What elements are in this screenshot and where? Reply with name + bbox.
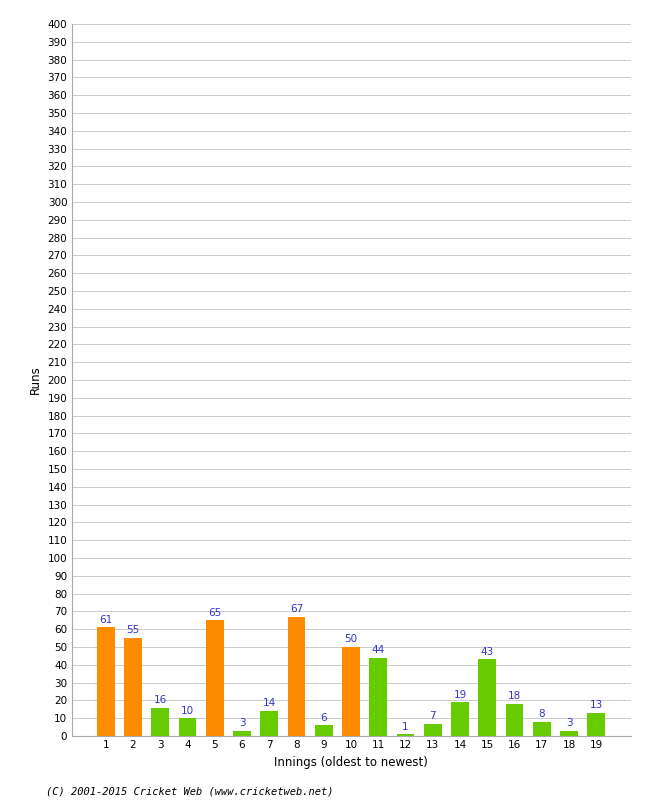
Bar	[288, 617, 305, 736]
Text: 67: 67	[290, 604, 303, 614]
Bar	[506, 704, 523, 736]
Bar	[424, 723, 441, 736]
Bar	[124, 638, 142, 736]
X-axis label: Innings (oldest to newest): Innings (oldest to newest)	[274, 756, 428, 769]
Text: 61: 61	[99, 614, 112, 625]
Bar	[560, 730, 578, 736]
Bar	[97, 627, 114, 736]
Text: 65: 65	[208, 608, 222, 618]
Bar	[233, 730, 251, 736]
Text: 19: 19	[453, 690, 467, 699]
Text: 3: 3	[239, 718, 245, 728]
Text: 43: 43	[480, 646, 494, 657]
Text: 10: 10	[181, 706, 194, 715]
Text: 3: 3	[566, 718, 572, 728]
Text: 8: 8	[538, 709, 545, 719]
Text: 6: 6	[320, 713, 327, 722]
Bar	[478, 659, 496, 736]
Text: 14: 14	[263, 698, 276, 709]
Bar	[588, 713, 605, 736]
Bar	[342, 647, 360, 736]
Text: 50: 50	[344, 634, 358, 644]
Bar	[451, 702, 469, 736]
Text: 44: 44	[372, 645, 385, 655]
Bar	[151, 707, 169, 736]
Text: 16: 16	[153, 695, 167, 705]
Text: 55: 55	[126, 626, 140, 635]
Bar	[315, 726, 333, 736]
Text: (C) 2001-2015 Cricket Web (www.cricketweb.net): (C) 2001-2015 Cricket Web (www.cricketwe…	[46, 786, 333, 796]
Text: 13: 13	[590, 700, 603, 710]
Text: 18: 18	[508, 691, 521, 702]
Bar	[533, 722, 551, 736]
Bar	[206, 620, 224, 736]
Bar	[261, 711, 278, 736]
Bar	[179, 718, 196, 736]
Bar	[369, 658, 387, 736]
Bar	[396, 734, 414, 736]
Y-axis label: Runs: Runs	[29, 366, 42, 394]
Text: 7: 7	[430, 711, 436, 721]
Text: 1: 1	[402, 722, 409, 731]
